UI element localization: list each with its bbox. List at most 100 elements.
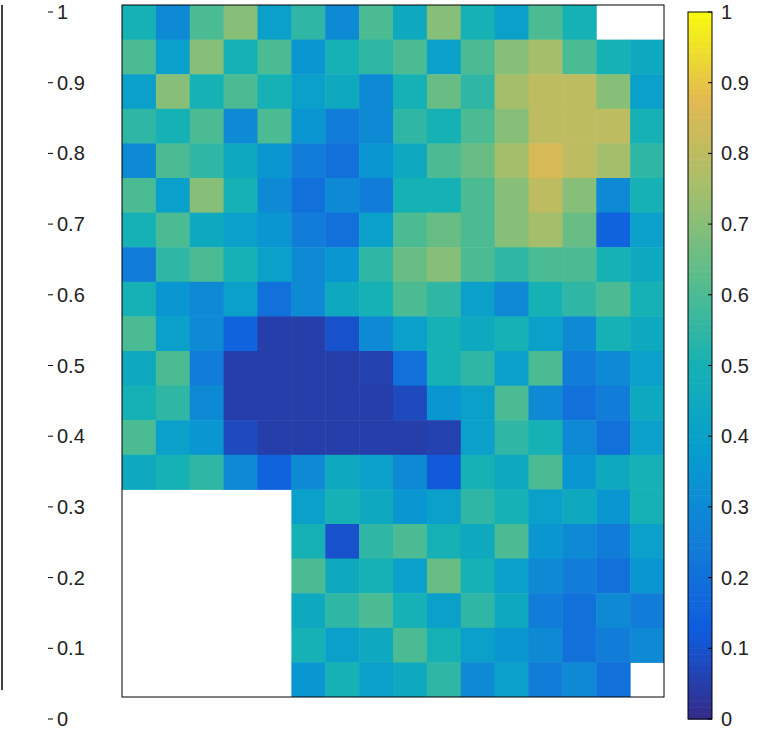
- cell: [427, 386, 461, 421]
- colorbar-gradient: [688, 642, 712, 648]
- cell: [495, 40, 529, 75]
- colorbar-frame: [688, 12, 712, 719]
- colorbar-tick: [48, 365, 53, 366]
- cell: [291, 282, 325, 317]
- cell: [461, 455, 495, 490]
- colorbar-tick-label: 0.8: [721, 142, 749, 164]
- cell: [359, 455, 393, 490]
- colorbar-gradient: [688, 106, 712, 112]
- cell: [630, 40, 664, 75]
- cell: [461, 524, 495, 559]
- cell: [393, 40, 427, 75]
- cell: [156, 420, 190, 455]
- colorbar-gradient: [688, 578, 712, 584]
- cell: [495, 455, 529, 490]
- cell: [596, 109, 630, 144]
- colorbar-tick-label: 0.6: [57, 284, 85, 306]
- cell: [325, 628, 359, 663]
- cell: [596, 40, 630, 75]
- cell: [529, 628, 563, 663]
- cell: [359, 40, 393, 75]
- cell: [359, 351, 393, 386]
- cell: [359, 213, 393, 248]
- colorbar-gradient: [688, 436, 712, 442]
- cell: [529, 455, 563, 490]
- colorbar-gradient: [688, 218, 712, 224]
- cell: [258, 213, 292, 248]
- cell: [190, 109, 224, 144]
- chart: 00.10.20.30.40.50.60.70.80.9100.10.20.30…: [0, 0, 760, 737]
- cell: [359, 178, 393, 213]
- cell: [224, 282, 258, 317]
- colorbar-gradient: [688, 77, 712, 83]
- cell: [495, 420, 529, 455]
- colorbar-tick-label: 0: [57, 708, 68, 730]
- colorbar-gradient: [688, 36, 712, 42]
- colorbar-gradient: [688, 201, 712, 207]
- cell: [630, 213, 664, 248]
- colorbar-tick-label: 0.1: [721, 637, 749, 659]
- colorbar-tick-label: 0.3: [57, 496, 85, 518]
- cell: [427, 213, 461, 248]
- cell: [529, 5, 563, 40]
- cell: [461, 40, 495, 75]
- cell: [596, 351, 630, 386]
- cell: [224, 5, 258, 40]
- colorbar-gradient: [688, 407, 712, 413]
- cell: [258, 109, 292, 144]
- colorbar-gradient: [688, 277, 712, 283]
- colorbar-gradient: [688, 477, 712, 483]
- cell: [495, 178, 529, 213]
- cell: [291, 316, 325, 351]
- cell: [291, 559, 325, 594]
- cell: [630, 247, 664, 282]
- colorbar-tick-label: 0.2: [721, 567, 749, 589]
- cell: [291, 247, 325, 282]
- cell: [359, 316, 393, 351]
- colorbar-gradient: [688, 377, 712, 383]
- colorbar-tick: [708, 648, 712, 649]
- colorbar-gradient: [688, 548, 712, 554]
- colorbar-tick: [708, 82, 712, 83]
- colorbar-gradient: [688, 666, 712, 672]
- cell: [461, 489, 495, 524]
- colorbar-tick-label: 0.9: [721, 72, 749, 94]
- cell: [258, 316, 292, 351]
- colorbar-gradient: [688, 312, 712, 318]
- cell: [122, 109, 156, 144]
- colorbar-gradient: [688, 59, 712, 65]
- cell: [461, 247, 495, 282]
- cell: [393, 351, 427, 386]
- colorbar-gradient: [688, 678, 712, 684]
- colorbar-gradient: [688, 289, 712, 295]
- colorbar-gradient: [688, 648, 712, 654]
- colorbar-gradient: [688, 395, 712, 401]
- cell: [156, 178, 190, 213]
- cell: [630, 593, 664, 628]
- cell: [291, 489, 325, 524]
- colorbar-gradient: [688, 18, 712, 24]
- cell: [190, 316, 224, 351]
- cell: [156, 213, 190, 248]
- cell: [325, 143, 359, 178]
- colorbar-tick: [48, 153, 53, 154]
- cell: [596, 628, 630, 663]
- cell: [562, 109, 596, 144]
- cell: [562, 5, 596, 40]
- cell: [122, 282, 156, 317]
- cell: [461, 143, 495, 178]
- cell: [359, 74, 393, 109]
- colorbar-gradient: [688, 171, 712, 177]
- cell: [224, 351, 258, 386]
- cell: [190, 40, 224, 75]
- cell: [427, 109, 461, 144]
- colorbar-gradient: [688, 83, 712, 89]
- colorbar-tick: [708, 224, 712, 225]
- cell: [156, 109, 190, 144]
- cell: [325, 5, 359, 40]
- colorbar-gradient: [688, 254, 712, 260]
- cell: [596, 143, 630, 178]
- cell: [190, 247, 224, 282]
- colorbar-gradient: [688, 136, 712, 142]
- colorbar-gradient: [688, 53, 712, 59]
